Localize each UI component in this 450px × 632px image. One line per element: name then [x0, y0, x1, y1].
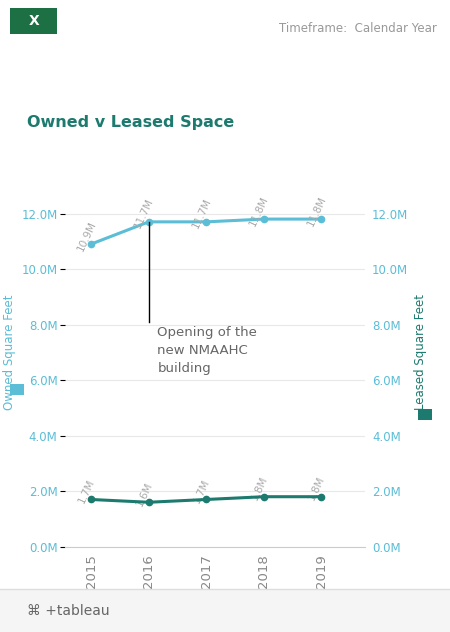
- Text: 1.6M: 1.6M: [134, 480, 154, 507]
- Text: Opening of the
new NMAAHC
building: Opening of the new NMAAHC building: [158, 326, 257, 375]
- Text: 11.8M: 11.8M: [248, 194, 270, 228]
- Y-axis label: Owned Square Feet: Owned Square Feet: [3, 295, 16, 410]
- Text: Timeframe:  Calendar Year: Timeframe: Calendar Year: [279, 22, 436, 35]
- Text: X: X: [28, 14, 39, 28]
- Text: Owned v Leased Space: Owned v Leased Space: [27, 114, 234, 130]
- Text: 10.9M: 10.9M: [75, 219, 98, 252]
- Text: 11.8M: 11.8M: [306, 194, 328, 228]
- Text: 1.7M: 1.7M: [76, 478, 97, 505]
- Text: ⌘ +tableau: ⌘ +tableau: [27, 604, 110, 617]
- Y-axis label: Leased Square Feet: Leased Square Feet: [414, 295, 427, 410]
- Text: 1.8M: 1.8M: [249, 475, 269, 502]
- Text: 1.8M: 1.8M: [307, 475, 327, 502]
- Text: 11.7M: 11.7M: [190, 197, 213, 230]
- Text: 11.7M: 11.7M: [133, 197, 156, 230]
- Text: 1.7M: 1.7M: [192, 478, 211, 505]
